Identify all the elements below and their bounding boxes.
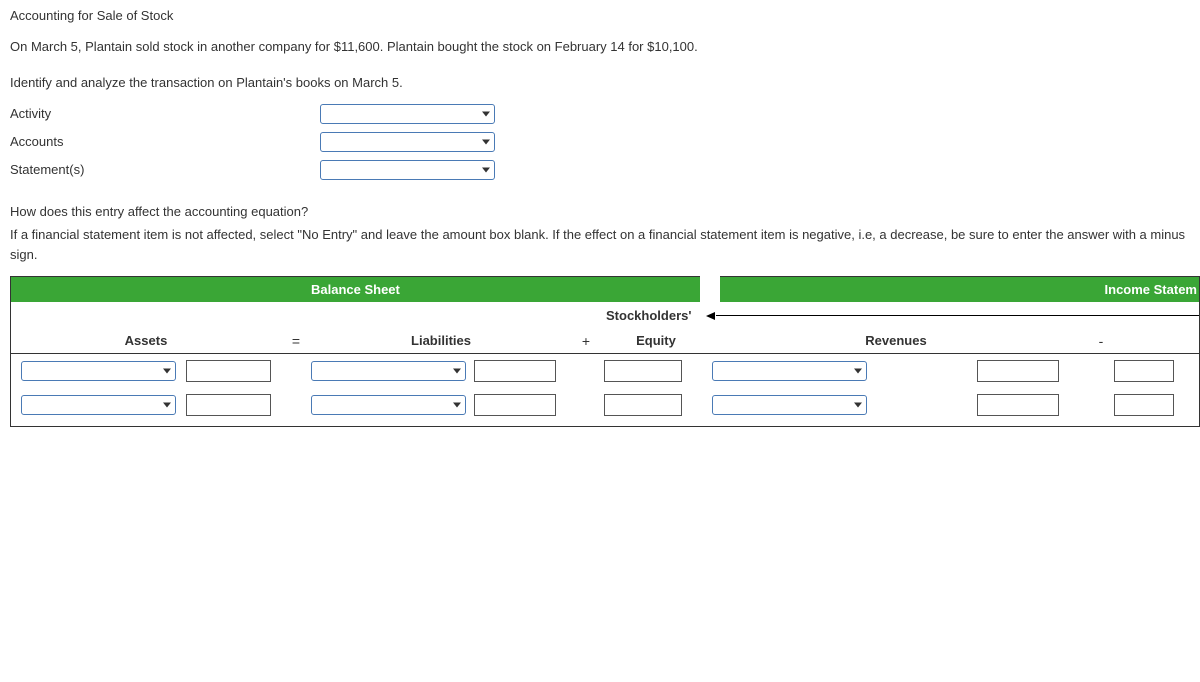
arrow-line — [716, 315, 1199, 316]
revenue-amount-2[interactable] — [977, 394, 1059, 416]
assets-account-select-2[interactable] — [21, 395, 176, 415]
equity-header: Equity — [601, 333, 711, 348]
revenue-account-select-1[interactable] — [712, 361, 867, 381]
instruction-2: If a financial statement item is not aff… — [10, 225, 1190, 267]
liabilities-amount-2[interactable] — [474, 394, 556, 416]
accounting-equation-table: Balance Sheet Income Statem Stockholders… — [10, 276, 1200, 427]
accounts-select[interactable] — [320, 132, 495, 152]
assets-amount-1[interactable] — [186, 360, 271, 382]
liabilities-header: Liabilities — [311, 333, 571, 348]
statements-select[interactable] — [320, 160, 495, 180]
assets-amount-2[interactable] — [186, 394, 271, 416]
liabilities-amount-1[interactable] — [474, 360, 556, 382]
liabilities-account-select-2[interactable] — [311, 395, 466, 415]
scenario-text: On March 5, Plantain sold stock in anoth… — [10, 37, 1190, 57]
liabilities-account-select-1[interactable] — [311, 361, 466, 381]
activity-select[interactable] — [320, 104, 495, 124]
stockholders-label: Stockholders' — [596, 308, 706, 323]
equals-sign: = — [281, 333, 311, 349]
equity-amount-1[interactable] — [604, 360, 682, 382]
assets-account-select-1[interactable] — [21, 361, 176, 381]
instruction-1: Identify and analyze the transaction on … — [10, 75, 1190, 90]
revenue-account-select-2[interactable] — [712, 395, 867, 415]
page-title: Accounting for Sale of Stock — [10, 8, 1190, 23]
accounts-label: Accounts — [10, 134, 320, 149]
equity-amount-2[interactable] — [604, 394, 682, 416]
activity-label: Activity — [10, 106, 320, 121]
header-gap — [700, 276, 720, 302]
question-2: How does this entry affect the accountin… — [10, 204, 1190, 219]
revenues-header: Revenues — [721, 333, 1071, 348]
expense-amount-1[interactable] — [1114, 360, 1174, 382]
minus-sign: - — [1071, 333, 1131, 349]
income-statement-header: Income Statem — [720, 276, 1199, 302]
statements-label: Statement(s) — [10, 162, 320, 177]
expense-amount-2[interactable] — [1114, 394, 1174, 416]
assets-header: Assets — [11, 333, 281, 348]
arrow-left-icon — [706, 312, 715, 320]
balance-sheet-header: Balance Sheet — [11, 276, 700, 302]
plus-sign: + — [571, 333, 601, 349]
revenue-amount-1[interactable] — [977, 360, 1059, 382]
